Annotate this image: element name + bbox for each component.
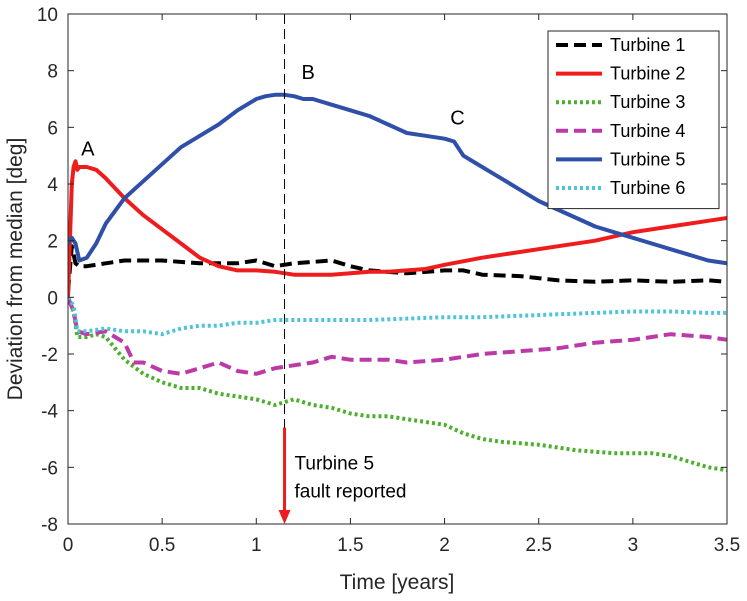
y-tick-label: -8 bbox=[41, 515, 58, 536]
plot-frame bbox=[67, 13, 728, 525]
y-tick-label: -6 bbox=[41, 458, 58, 479]
y-tick-label: -2 bbox=[41, 345, 58, 366]
series-line-turbine-3 bbox=[68, 296, 727, 473]
x-tick-label: 1 bbox=[251, 535, 262, 556]
x-tick-label: 2 bbox=[439, 535, 450, 556]
series-line-turbine-5 bbox=[68, 92, 727, 266]
series-line-turbine-6 bbox=[68, 296, 727, 337]
legend-label-turbine-6: Turbine 6 bbox=[610, 178, 685, 198]
x-tick-label: 1.5 bbox=[337, 535, 363, 556]
legend-label-turbine-1: Turbine 1 bbox=[610, 35, 685, 55]
x-tick-label: 3 bbox=[628, 535, 639, 556]
series-layer bbox=[68, 92, 727, 473]
fault-label-line: fault reported bbox=[295, 482, 407, 503]
x-tick-label: 2.5 bbox=[526, 535, 552, 556]
fault-marker: Turbine 5 fault reported bbox=[278, 14, 407, 524]
y-tick-label: 6 bbox=[47, 118, 58, 139]
x-tick-label: 0 bbox=[63, 535, 74, 556]
legend-box bbox=[547, 30, 720, 210]
annotation-label: B bbox=[301, 62, 314, 84]
annotation-label: A bbox=[81, 139, 95, 161]
annotation-label: C bbox=[450, 108, 464, 130]
fault-arrow-head bbox=[278, 510, 291, 524]
y-tick-label: 2 bbox=[47, 232, 58, 253]
y-tick-label: -4 bbox=[41, 402, 58, 423]
series-line-turbine-4 bbox=[68, 296, 727, 376]
x-tick-label: 3.5 bbox=[714, 535, 740, 556]
x-axis-title: Time [years] bbox=[340, 571, 455, 594]
fault-label-line: Turbine 5 bbox=[295, 454, 375, 475]
series-line-turbine-1 bbox=[68, 244, 727, 292]
legend-label-turbine-3: Turbine 3 bbox=[610, 92, 685, 112]
series-line-turbine-2 bbox=[68, 159, 727, 298]
tick-layer: 0 0.5 1 1.5 2 2.5 3 3.5 -8 -6 -4 -2 0 2 4 6 8 10 bbox=[37, 5, 740, 556]
x-tick-label: 0.5 bbox=[149, 535, 175, 556]
annotation-layer: A B C bbox=[81, 62, 464, 161]
legend: Turbine 1 Turbine 2 Turbine 3 Turbine 4 Turb… bbox=[547, 30, 720, 210]
y-tick-label: 10 bbox=[37, 5, 58, 26]
y-tick-label: 4 bbox=[47, 175, 58, 196]
y-tick-label: 0 bbox=[47, 288, 58, 309]
legend-label-turbine-4: Turbine 4 bbox=[610, 121, 685, 141]
y-tick-label: 8 bbox=[47, 62, 58, 83]
y-axis-title: Deviation from median [deg] bbox=[4, 138, 27, 401]
legend-label-turbine-2: Turbine 2 bbox=[610, 64, 685, 84]
legend-label-turbine-5: Turbine 5 bbox=[610, 149, 685, 169]
